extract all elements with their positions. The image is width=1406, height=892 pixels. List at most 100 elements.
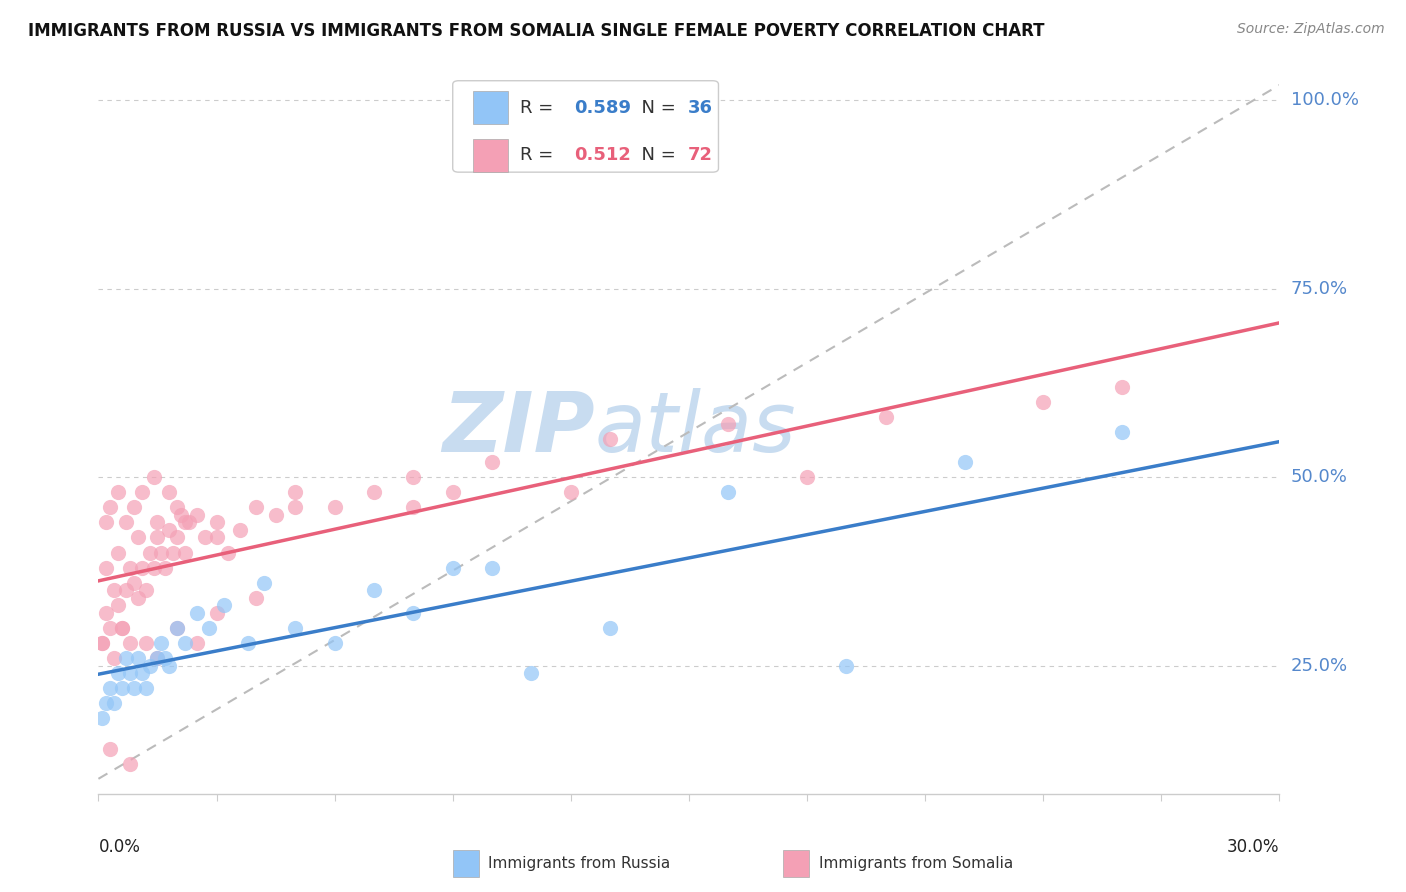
Somalia <box>131 485 153 500</box>
Somalia <box>122 575 145 590</box>
Text: Source: ZipAtlas.com: Source: ZipAtlas.com <box>1237 22 1385 37</box>
Somalia <box>98 741 121 756</box>
Text: Immigrants from Somalia: Immigrants from Somalia <box>818 855 1014 871</box>
Text: 0.512: 0.512 <box>575 146 631 164</box>
Somalia <box>91 636 114 650</box>
Text: 30.0%: 30.0% <box>1227 838 1279 855</box>
Somalia <box>560 485 582 500</box>
Russia <box>157 658 180 673</box>
Text: 75.0%: 75.0% <box>1291 280 1348 298</box>
FancyBboxPatch shape <box>472 139 508 172</box>
Somalia <box>245 591 267 605</box>
Somalia <box>264 508 287 522</box>
Somalia <box>166 500 188 515</box>
Somalia <box>146 651 169 665</box>
Russia <box>155 651 177 665</box>
Somalia <box>166 531 188 545</box>
Russia <box>363 583 385 598</box>
Somalia <box>166 621 188 635</box>
Russia <box>98 681 121 696</box>
Somalia <box>146 516 169 530</box>
Somalia <box>157 523 180 537</box>
Somalia <box>1111 380 1133 394</box>
Somalia <box>162 545 184 559</box>
Russia <box>197 621 219 635</box>
Russia <box>186 606 208 620</box>
Russia <box>115 651 138 665</box>
Somalia <box>98 621 121 635</box>
Somalia <box>174 516 197 530</box>
Text: N =: N = <box>630 99 682 117</box>
Somalia <box>157 485 180 500</box>
Text: Immigrants from Russia: Immigrants from Russia <box>488 855 671 871</box>
Somalia <box>174 545 197 559</box>
Text: R =: R = <box>520 146 560 164</box>
Somalia <box>170 508 193 522</box>
Somalia <box>103 651 125 665</box>
Somalia <box>155 560 177 574</box>
Somalia <box>96 606 118 620</box>
Somalia <box>284 500 307 515</box>
Russia <box>127 651 149 665</box>
Somalia <box>217 545 239 559</box>
Somalia <box>245 500 267 515</box>
Somalia <box>115 516 138 530</box>
Somalia <box>96 516 118 530</box>
Somalia <box>131 560 153 574</box>
Somalia <box>194 531 217 545</box>
Somalia <box>142 470 165 484</box>
Text: 25.0%: 25.0% <box>1291 657 1348 674</box>
Text: atlas: atlas <box>595 388 796 468</box>
Somalia <box>186 636 208 650</box>
Somalia <box>111 621 134 635</box>
Somalia <box>229 523 252 537</box>
Somalia <box>118 560 141 574</box>
FancyBboxPatch shape <box>453 81 718 172</box>
FancyBboxPatch shape <box>783 850 810 877</box>
Russia <box>835 658 858 673</box>
Somalia <box>284 485 307 500</box>
Somalia <box>402 470 425 484</box>
Russia <box>118 666 141 681</box>
FancyBboxPatch shape <box>472 91 508 124</box>
Somalia <box>875 409 897 424</box>
Russia <box>717 485 740 500</box>
Somalia <box>796 470 818 484</box>
Somalia <box>717 417 740 432</box>
Russia <box>1111 425 1133 439</box>
Somalia <box>146 531 169 545</box>
Text: 0.589: 0.589 <box>575 99 631 117</box>
Russia <box>323 636 346 650</box>
Somalia <box>111 621 134 635</box>
Text: 72: 72 <box>688 146 713 164</box>
Russia <box>96 697 118 711</box>
Somalia <box>135 636 157 650</box>
Somalia <box>98 500 121 515</box>
Somalia <box>205 606 228 620</box>
Somalia <box>127 531 149 545</box>
Russia <box>103 697 125 711</box>
Somalia <box>205 516 228 530</box>
Somalia <box>118 636 141 650</box>
Somalia <box>107 485 129 500</box>
Text: 0.0%: 0.0% <box>98 838 141 855</box>
Somalia <box>107 545 129 559</box>
Text: 50.0%: 50.0% <box>1291 468 1347 486</box>
Russia <box>214 599 236 613</box>
Somalia <box>323 500 346 515</box>
Russia <box>520 666 543 681</box>
Russia <box>146 651 169 665</box>
Somalia <box>441 485 464 500</box>
Russia <box>166 621 188 635</box>
Text: IMMIGRANTS FROM RUSSIA VS IMMIGRANTS FROM SOMALIA SINGLE FEMALE POVERTY CORRELAT: IMMIGRANTS FROM RUSSIA VS IMMIGRANTS FRO… <box>28 22 1045 40</box>
Somalia <box>127 591 149 605</box>
Somalia <box>363 485 385 500</box>
Russia <box>122 681 145 696</box>
Somalia <box>122 500 145 515</box>
Somalia <box>103 583 125 598</box>
Somalia <box>481 455 503 469</box>
Somalia <box>1032 394 1054 409</box>
Text: R =: R = <box>520 99 560 117</box>
Somalia <box>402 500 425 515</box>
Text: ZIP: ZIP <box>441 388 595 468</box>
